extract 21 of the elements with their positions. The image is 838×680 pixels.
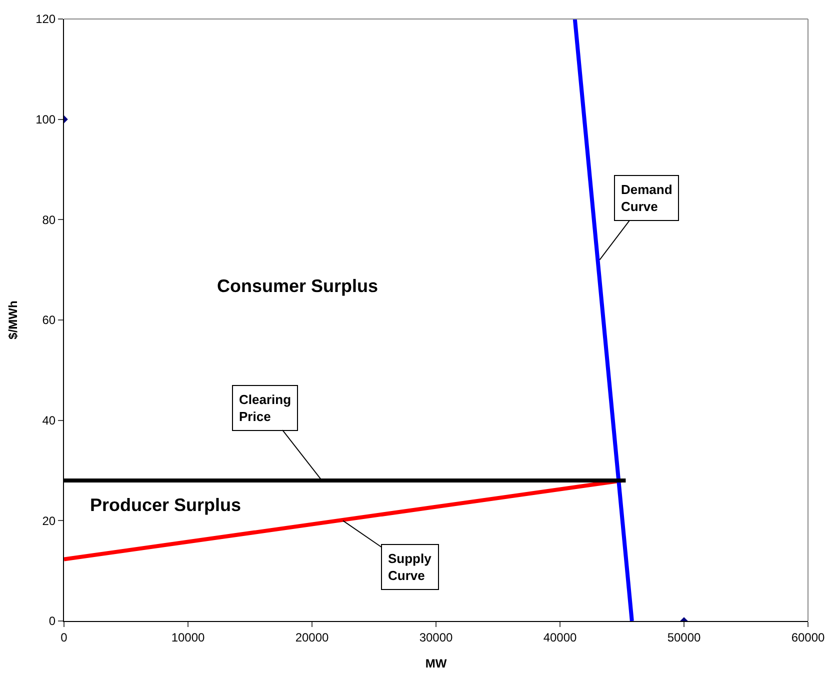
y-tick-label: 40 xyxy=(42,414,56,428)
x-tick-label: 0 xyxy=(60,630,68,644)
y-tick-label: 120 xyxy=(36,12,56,26)
x-tick-label: 30000 xyxy=(419,630,454,644)
x-tick-label: 60000 xyxy=(791,630,826,644)
annotation: Producer Surplus xyxy=(90,495,242,515)
annotation: Demand Curve xyxy=(621,182,672,214)
x-axis-title: MW xyxy=(425,656,448,670)
y-tick-label: 60 xyxy=(42,313,56,328)
annotation: Consumer Surplus xyxy=(217,276,378,296)
y-tick-label: 20 xyxy=(42,514,56,528)
x-tick-label: 50000 xyxy=(667,630,702,644)
y-tick-label: 100 xyxy=(36,112,56,127)
y-tick-label: 0 xyxy=(48,614,56,628)
x-tick-label: 10000 xyxy=(171,630,206,644)
y-tick-label: 80 xyxy=(42,212,56,227)
annotation: Clearing Price xyxy=(239,392,292,424)
y-axis-title: $/MWh xyxy=(6,300,20,340)
x-tick-label: 40000 xyxy=(543,630,578,644)
annotation: Supply Curve xyxy=(388,551,432,583)
x-tick-label: 20000 xyxy=(295,630,330,644)
